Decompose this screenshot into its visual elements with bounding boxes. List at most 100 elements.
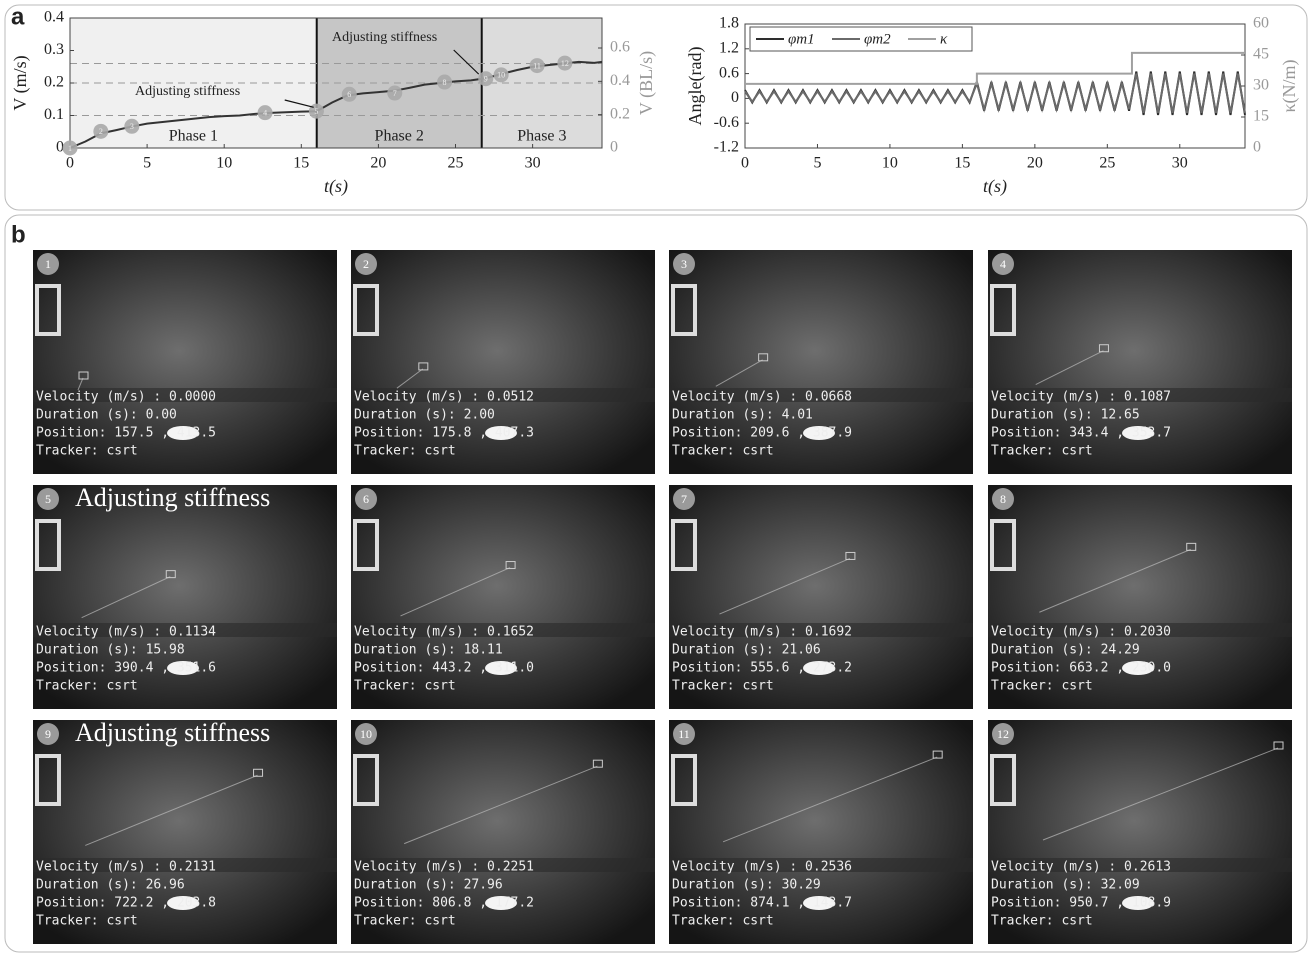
frame-number: 2 [363, 257, 369, 271]
trajectory [400, 567, 511, 617]
video-frame: 2 Velocity (m/s) : 0.0512 Duration (s): 2.… [351, 250, 655, 474]
frame-marker [93, 123, 109, 139]
frame-marker-label: 5 [314, 107, 318, 116]
frame-marker-label: 9 [484, 75, 488, 84]
glare [485, 896, 517, 910]
frame-marker-label: 6 [347, 90, 351, 99]
scene-floor [33, 858, 337, 872]
overlay-tracker: Tracker: csrt [354, 444, 456, 459]
x-tick-label: 10 [882, 155, 898, 172]
trajectory [1035, 350, 1104, 385]
glare [1122, 661, 1154, 675]
overlay-tracker: Tracker: csrt [354, 914, 456, 929]
x-tick-label: 30 [1172, 155, 1188, 172]
glare [167, 661, 199, 675]
scene-window [990, 284, 1016, 336]
x-tick-label: 5 [813, 155, 821, 172]
overlay-tracker: Tracker: csrt [36, 679, 138, 694]
x-tick-label: 25 [1099, 155, 1115, 172]
video-frame: 11 Velocity (m/s) : 0.2536 Duration (s): 3… [669, 720, 973, 944]
video-frame: 1 Velocity (m/s) : 0.0000 Duration (s): 0.… [33, 250, 337, 474]
frame-marker [529, 58, 545, 74]
overlay-velocity: Velocity (m/s) : 0.2613 [991, 860, 1171, 875]
frame-number-badge [355, 253, 377, 275]
tracker-box [505, 561, 516, 570]
frame-number: 10 [360, 727, 372, 741]
glare [803, 661, 835, 675]
overlay-velocity: Velocity (m/s) : 0.2030 [991, 625, 1171, 640]
y-tick-label: 0 [56, 139, 64, 156]
overlay-duration: Duration (s): 18.11 [354, 643, 503, 658]
frame-marker [557, 55, 573, 71]
frame-caption: Adjusting stiffness [75, 483, 270, 512]
overlay-tracker: Tracker: csrt [991, 444, 1093, 459]
annotation-arrow [453, 49, 480, 75]
scene-window [353, 284, 379, 336]
scene-window [35, 284, 61, 336]
overlay-tracker: Tracker: csrt [672, 444, 774, 459]
overlay-position: Position: 950.7 , 108.9 [991, 896, 1171, 911]
annotation: Adjusting stiffness [135, 84, 240, 99]
y2-tick-label: 0.4 [610, 72, 630, 89]
frame-marker-label: 12 [561, 59, 569, 68]
overlay-duration: Duration (s): 24.29 [991, 643, 1140, 658]
frame-number: 7 [681, 492, 687, 506]
frame-number-badge [673, 488, 695, 510]
frame-marker [62, 140, 78, 156]
video-frame: 4 Velocity (m/s) : 0.1087 Duration (s): 12… [988, 250, 1292, 474]
frame-marker-label: 3 [130, 122, 134, 131]
video-frame: 7 Velocity (m/s) : 0.1692 Duration (s): 21… [669, 485, 973, 709]
x-tick-label: 15 [954, 155, 970, 172]
frame-number-badge [992, 488, 1014, 510]
glare [1122, 896, 1154, 910]
trajectory [1042, 747, 1279, 841]
tracker-box [1186, 542, 1197, 551]
trajectory [722, 756, 938, 843]
scene-floor [33, 623, 337, 637]
scene-window [671, 284, 697, 336]
overlay-position: Position: 874.1 , 143.7 [672, 896, 852, 911]
trajectory [715, 359, 763, 387]
legend-label: φm2 [864, 31, 891, 47]
x-tick-label: 20 [370, 155, 386, 172]
scene-floor [669, 858, 973, 872]
overlay-tracker: Tracker: csrt [672, 914, 774, 929]
phase-label: Phase 1 [169, 128, 218, 145]
y-axis-label: Angle(rad) [685, 47, 706, 126]
y2-tick-label: 0.6 [610, 39, 630, 56]
glare [167, 426, 199, 440]
overlay-velocity: Velocity (m/s) : 0.0000 [36, 390, 216, 405]
scene-window [353, 754, 379, 806]
glare [485, 426, 517, 440]
overlay-position: Position: 663.2 , 230.0 [991, 661, 1171, 676]
frame-marker-label: 7 [393, 89, 397, 98]
x-axis-label: t(s) [983, 176, 1007, 197]
overlay-position: Position: 555.6 , 273.2 [672, 661, 852, 676]
frame-number-badge [992, 723, 1014, 745]
overlay-duration: Duration (s): 4.01 [672, 408, 813, 423]
overlay-tracker: Tracker: csrt [991, 914, 1093, 929]
tracker-box [1098, 344, 1109, 353]
y-tick-label: 0 [731, 89, 739, 106]
y-tick-label: 1.8 [719, 15, 739, 32]
frame-marker [341, 86, 357, 102]
tracker-box [165, 570, 176, 579]
scene-window [353, 519, 379, 571]
trajectory [719, 557, 851, 615]
frame-number: 5 [45, 492, 51, 506]
overlay-position: Position: 175.8 , 407.3 [354, 426, 534, 441]
video-frame: 9 Adjusting stiffness Velocity (m/s) : 0.2… [33, 718, 337, 944]
overlay-position: Position: 722.2 , 203.8 [36, 896, 216, 911]
overlay-velocity: Velocity (m/s) : 0.1652 [354, 625, 534, 640]
frame-number-badge [673, 723, 695, 745]
tracker-box [1273, 741, 1284, 750]
frame-marker-label: 4 [263, 109, 267, 118]
overlay-tracker: Tracker: csrt [354, 679, 456, 694]
overlay-duration: Duration (s): 27.96 [354, 878, 503, 893]
video-frame: 10 Velocity (m/s) : 0.2251 Duration (s): 2… [351, 720, 655, 944]
trajectory [81, 576, 171, 619]
frame-number-badge [673, 253, 695, 275]
scene-window [35, 519, 61, 571]
scene-floor [669, 388, 973, 402]
overlay-position: Position: 443.2 , 311.0 [354, 661, 534, 676]
